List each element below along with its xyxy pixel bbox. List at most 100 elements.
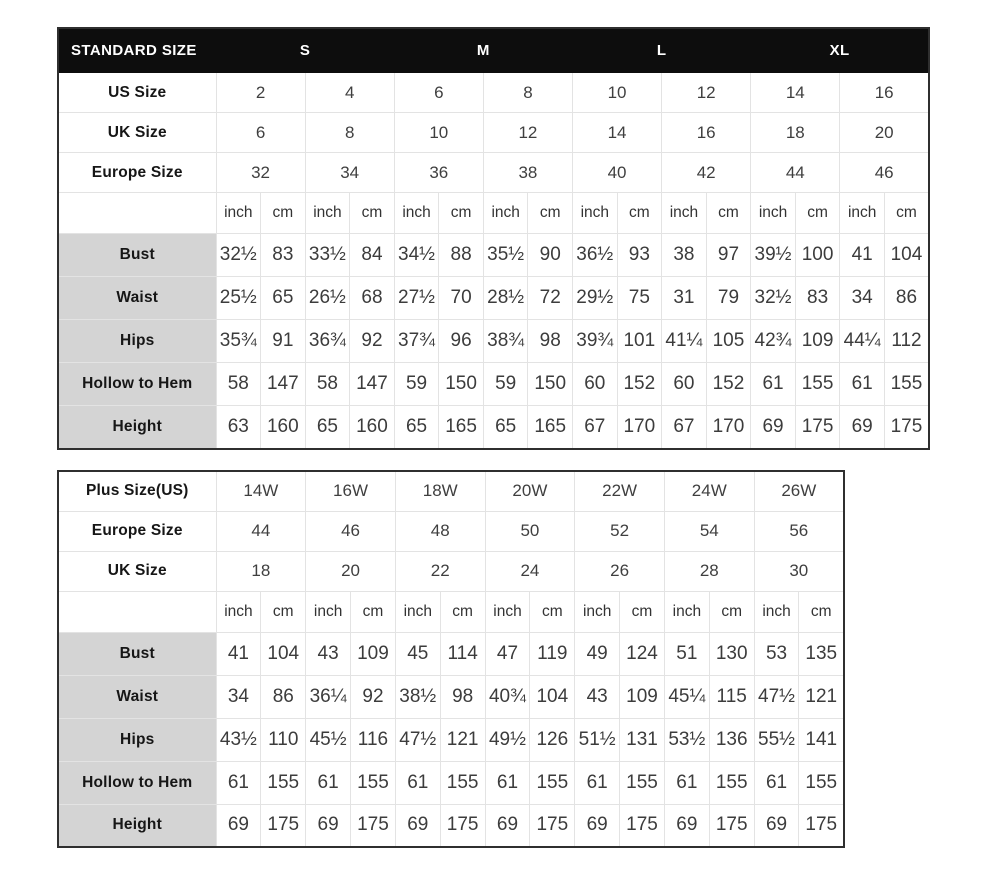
measure-value-cell: 165	[527, 405, 573, 449]
measure-value-cell: 26½	[304, 276, 351, 320]
size-value-cell: 18	[750, 112, 841, 153]
measure-value-cell: 124	[619, 631, 665, 676]
row-label: US Size	[57, 72, 217, 113]
unit-cm-label: cm	[349, 192, 395, 234]
measure-value-cell: 175	[798, 803, 845, 848]
measure-value-cell: 32½	[750, 276, 796, 320]
measure-value-cell: 105	[705, 319, 752, 363]
unit-inch-label: inch	[393, 192, 440, 234]
measure-value-cell: 34	[215, 674, 262, 719]
measure-value-cell: 47½	[394, 717, 441, 762]
measure-value-cell: 43	[574, 674, 621, 719]
size-value-cell: 52	[574, 510, 665, 552]
unit-inch-label: inch	[572, 192, 618, 234]
unit-inch-label: inch	[305, 590, 352, 633]
measure-value-cell: 65	[393, 405, 440, 449]
measure-value-cell: 61	[484, 760, 531, 805]
size-value-cell: 6	[215, 112, 306, 153]
unit-cm-label: cm	[708, 590, 755, 633]
size-value-cell: 14	[571, 112, 663, 153]
measure-value-cell: 136	[708, 717, 755, 762]
size-value-cell: 54	[663, 510, 755, 552]
size-value-cell: 12	[661, 72, 752, 113]
measure-value-cell: 69	[574, 803, 621, 848]
unit-inch-label: inch	[661, 192, 707, 234]
measure-value-cell: 130	[708, 631, 755, 676]
measure-value-cell: 97	[705, 233, 752, 277]
measure-value-cell: 69	[394, 803, 441, 848]
measure-value-cell: 155	[619, 760, 665, 805]
measure-value-cell: 60	[661, 362, 707, 406]
measure-value-cell: 69	[484, 803, 531, 848]
size-value-cell: 46	[305, 510, 396, 552]
size-value-cell: 10	[571, 72, 663, 113]
size-value-cell: 2	[215, 72, 306, 113]
size-value-cell: 24	[484, 550, 576, 592]
size-value-cell: 48	[394, 510, 486, 552]
measure-value-cell: 88	[438, 233, 484, 277]
measure-value-cell: 67	[572, 405, 618, 449]
measure-value-cell: 38¾	[482, 319, 529, 363]
measure-value-cell: 33½	[304, 233, 351, 277]
measure-value-cell: 45¼	[663, 674, 710, 719]
measure-value-cell: 65	[482, 405, 529, 449]
measure-value-cell: 104	[529, 674, 576, 719]
row-label: UK Size	[57, 112, 217, 153]
measure-value-cell: 155	[708, 760, 755, 805]
measure-value-cell: 61	[305, 760, 352, 805]
unit-cm-label: cm	[798, 590, 845, 633]
measure-value-cell: 86	[260, 674, 307, 719]
measure-value-cell: 39¾	[572, 319, 618, 363]
measure-value-cell: 32½	[215, 233, 262, 277]
unit-cm-label: cm	[527, 192, 573, 234]
measure-value-cell: 68	[349, 276, 395, 320]
size-value-cell: 6	[393, 72, 484, 113]
measure-value-cell: 47½	[753, 674, 800, 719]
measure-value-cell: 92	[349, 319, 395, 363]
measure-value-cell: 60	[572, 362, 618, 406]
row-label: Plus Size(US)	[57, 470, 217, 512]
measure-value-cell: 175	[350, 803, 396, 848]
size-value-cell: 44	[215, 510, 307, 552]
unit-inch-label: inch	[484, 590, 531, 633]
measure-value-cell: 47	[484, 631, 531, 676]
table-title: STANDARD SIZE	[57, 27, 217, 73]
size-value-cell: 18W	[394, 470, 486, 512]
unit-row-spacer	[57, 590, 217, 633]
measure-value-cell: 96	[438, 319, 484, 363]
measure-value-cell: 37¾	[393, 319, 440, 363]
size-group-header: L	[571, 27, 752, 73]
measure-value-cell: 135	[798, 631, 845, 676]
measure-value-cell: 43½	[215, 717, 262, 762]
unit-inch-label: inch	[482, 192, 529, 234]
measure-value-cell: 34½	[393, 233, 440, 277]
unit-inch-label: inch	[839, 192, 885, 234]
measure-value-cell: 51½	[574, 717, 621, 762]
measure-value-cell: 165	[438, 405, 484, 449]
size-value-cell: 10	[393, 112, 484, 153]
measure-value-cell: 38	[661, 233, 707, 277]
row-label: Hollow to Hem	[57, 362, 217, 406]
measure-value-cell: 79	[705, 276, 752, 320]
size-value-cell: 34	[304, 152, 395, 193]
measure-value-cell: 155	[883, 362, 930, 406]
measure-value-cell: 65	[260, 276, 306, 320]
measure-value-cell: 155	[350, 760, 396, 805]
size-value-cell: 28	[663, 550, 755, 592]
measure-value-cell: 55½	[753, 717, 800, 762]
standard-size-table: STANDARD SIZE S M L XL US Size 2 4 6 8 10 12 14 16 UK …	[57, 27, 930, 450]
measure-value-cell: 175	[260, 803, 307, 848]
measure-value-cell: 49	[574, 631, 621, 676]
measure-value-cell: 61	[215, 760, 262, 805]
measure-value-cell: 38½	[394, 674, 441, 719]
unit-cm-label: cm	[260, 590, 307, 633]
measure-value-cell: 175	[794, 405, 841, 449]
size-value-cell: 14	[750, 72, 841, 113]
size-value-cell: 14W	[215, 470, 307, 512]
row-label: Height	[57, 803, 217, 848]
measure-value-cell: 84	[349, 233, 395, 277]
measure-value-cell: 83	[794, 276, 841, 320]
measure-value-cell: 53	[753, 631, 800, 676]
row-label: Bust	[57, 233, 217, 277]
unit-cm-label: cm	[616, 192, 663, 234]
